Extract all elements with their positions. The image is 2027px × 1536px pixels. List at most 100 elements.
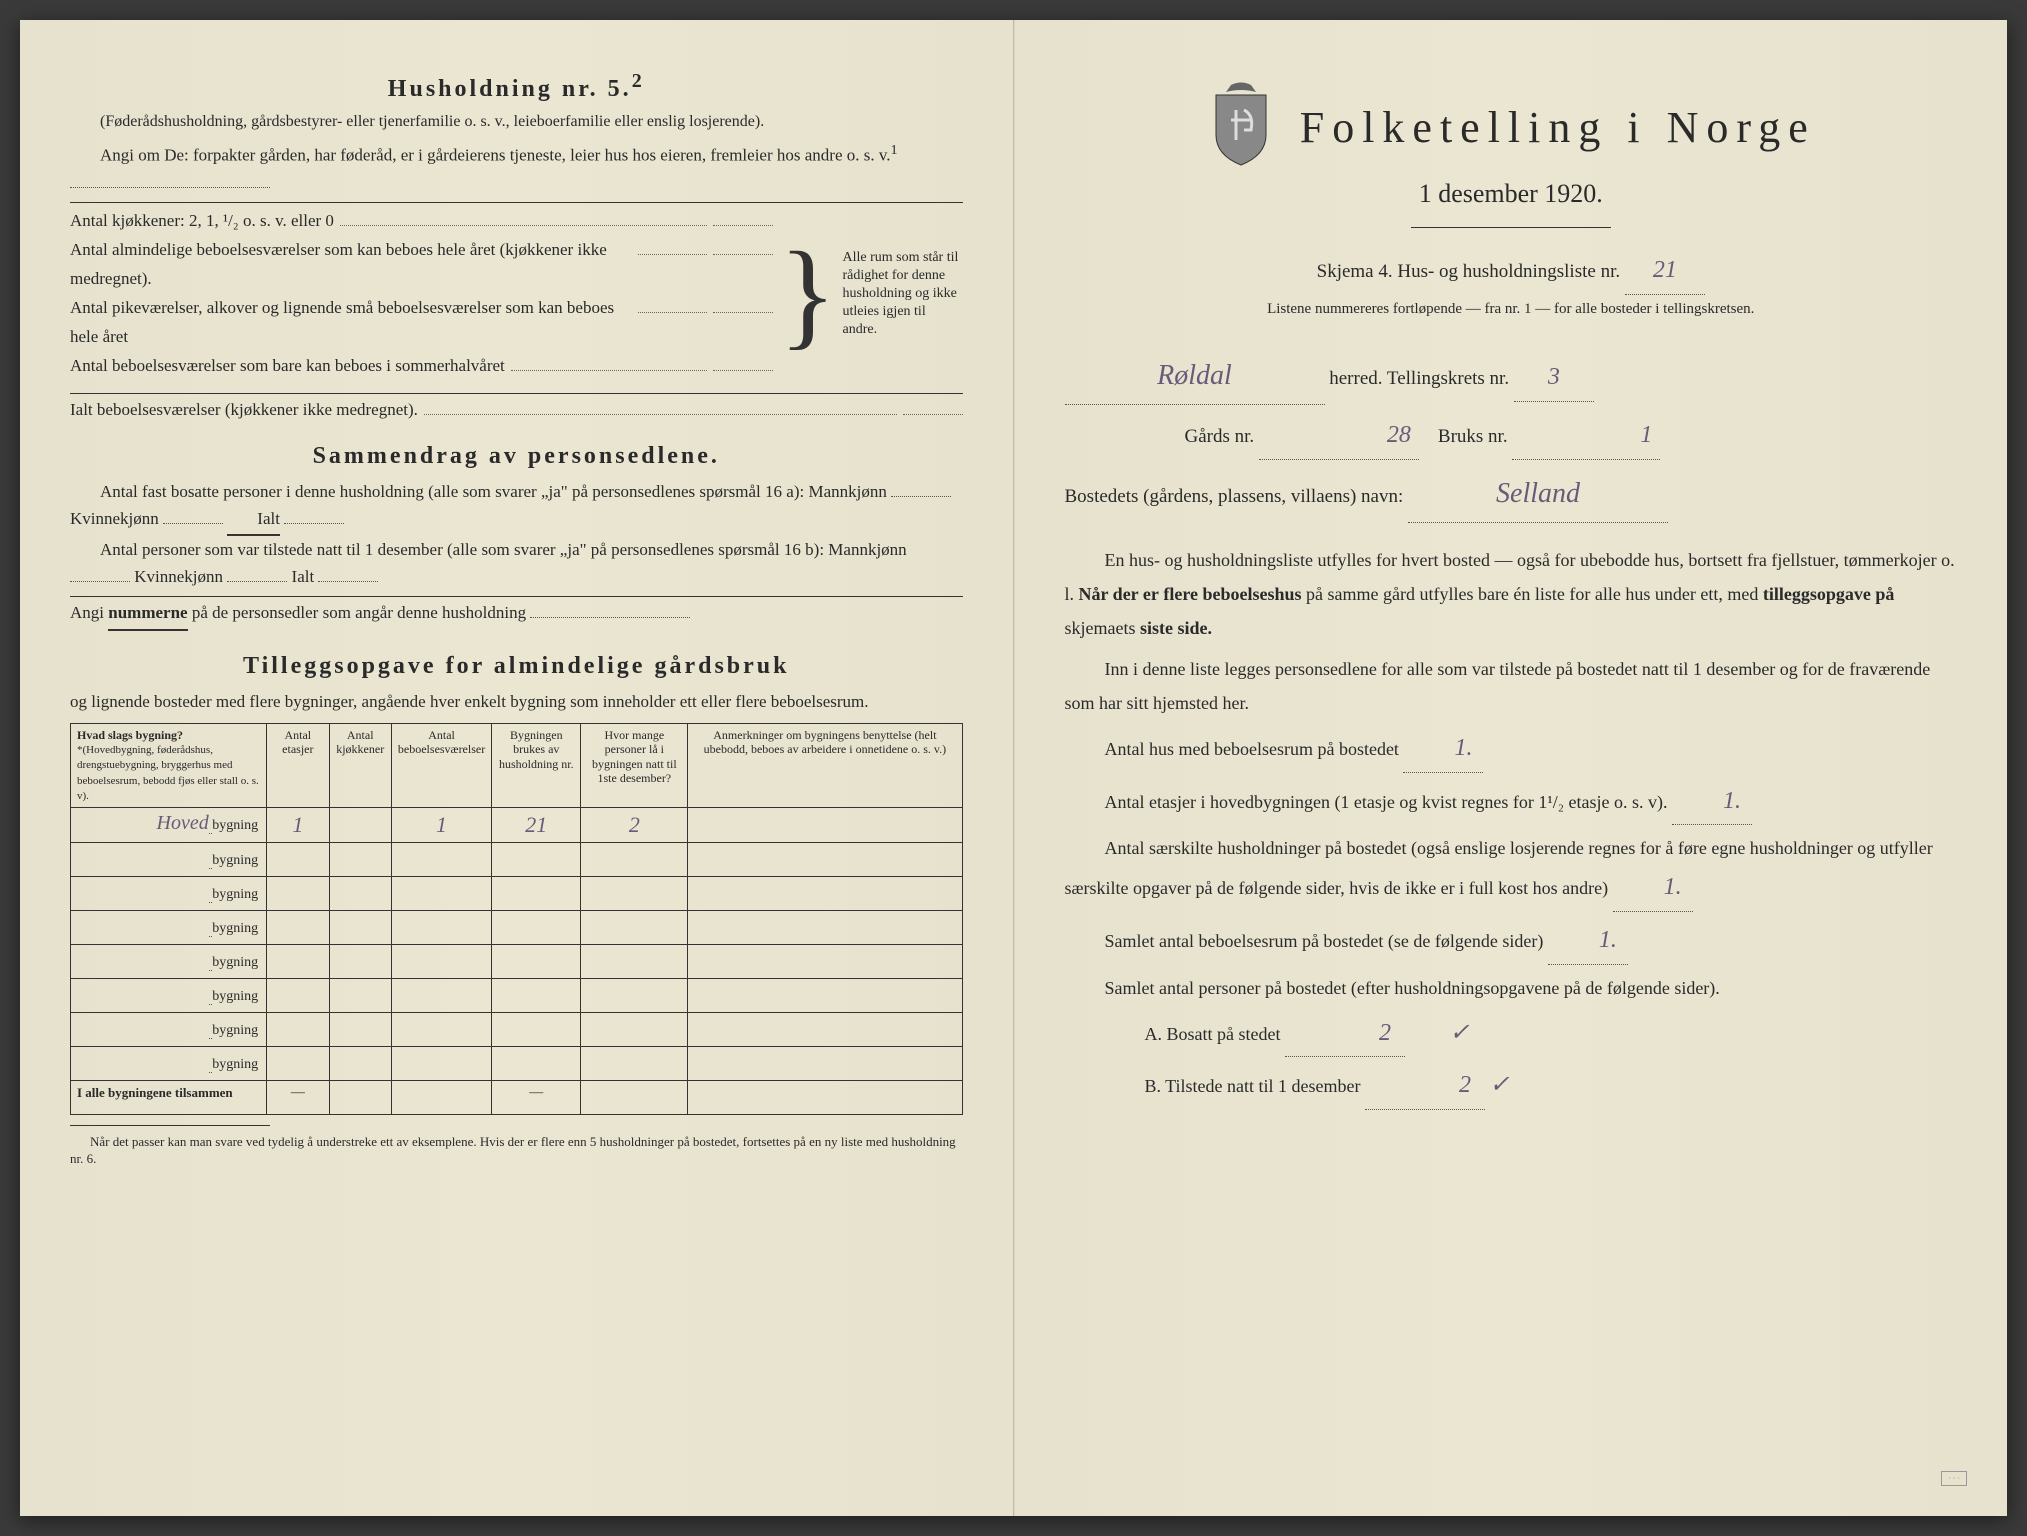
row-etasjer: [267, 910, 329, 944]
check-mark: ✓: [1490, 1072, 1510, 1098]
para-2: Inn i denne liste legges personsedlene f…: [1065, 652, 1958, 720]
row-etasjer: [267, 978, 329, 1012]
para-1: En hus- og husholdningsliste utfylles fo…: [1065, 543, 1958, 646]
table-head: Hvad slags bygning? *(Hovedbygning, føde…: [71, 723, 963, 807]
blank: [713, 254, 773, 255]
h5-subtitle: (Føderådshusholdning, gårdsbestyrer- ell…: [70, 111, 963, 133]
qA: A. Bosatt på stedet 2 ✓: [1065, 1011, 1958, 1058]
row-type: bygning: [71, 842, 267, 876]
row-hushold: [492, 1012, 581, 1046]
blank: [713, 370, 773, 371]
ialt-label-plain: Ialt: [292, 567, 315, 586]
row-anm: [688, 944, 962, 978]
p1b-post: på samme gård utfylles bare én liste for…: [1306, 584, 1758, 604]
row-personer: [581, 978, 688, 1012]
row-hushold: [492, 1046, 581, 1080]
row-hushold: [492, 944, 581, 978]
row-personer: [581, 1046, 688, 1080]
q5: Samlet antal personer på bostedet (efter…: [1065, 971, 1958, 1005]
blank: [163, 523, 223, 524]
row-kjokken: [329, 876, 391, 910]
row-kjokken: [329, 1012, 391, 1046]
skjema-label: Skjema 4. Hus- og husholdningsliste nr.: [1317, 261, 1620, 282]
th-3: Antal beboelsesværelser: [391, 723, 491, 807]
footnote: Når det passer kan man svare ved tydelig…: [70, 1134, 963, 1168]
blank: [318, 581, 378, 582]
table-row: bygning: [71, 1046, 963, 1080]
row-hushold: [492, 910, 581, 944]
row-bebo: [391, 978, 491, 1012]
tillegg-sub: og lignende bosteder med flere bygninger…: [70, 688, 963, 715]
right-page: Folketelling i Norge 1 desember 1920. Sk…: [1014, 20, 2008, 1516]
row-type: bygning: [71, 876, 267, 910]
q4-label: Samlet antal beboelsesrum på bostedet (s…: [1105, 931, 1544, 951]
p1b-bold2: tilleggsopgave på: [1763, 584, 1895, 604]
table-row: Hoved bygning11212: [71, 807, 963, 842]
h5-title-text: Husholdning nr. 5.: [388, 76, 632, 102]
bruks-nr-value: 1: [1512, 411, 1660, 460]
row-kjokken: [329, 1046, 391, 1080]
table-row: bygning: [71, 910, 963, 944]
row-etasjer: [267, 876, 329, 910]
row-type: bygning: [71, 978, 267, 1012]
date-line: 1 desember 1920.: [1065, 179, 1958, 209]
row-etasjer: 1: [267, 807, 329, 842]
blank: [227, 581, 287, 582]
q2: Antal etasjer i hovedbygningen (1 etasje…: [1065, 779, 1958, 826]
dots: [638, 254, 707, 255]
row-kjokken: [329, 807, 391, 842]
row-personer: 2: [581, 807, 688, 842]
row-bebo: 1: [391, 807, 491, 842]
q2-value: 1.: [1672, 779, 1752, 826]
h5-title: Husholdning nr. 5.2: [70, 70, 963, 103]
qA-label: A. Bosatt på stedet: [1145, 1024, 1281, 1044]
gard-nr-value: 28: [1259, 411, 1419, 460]
qB-value: 2: [1365, 1063, 1485, 1110]
total-blank: [329, 1080, 391, 1114]
row-personer: [581, 910, 688, 944]
row-type: bygning: [71, 1012, 267, 1046]
row-bebo: [391, 944, 491, 978]
bosted-line: Bostedets (gårdens, plassens, villaens) …: [1065, 466, 1958, 523]
th-1: Antal etasjer: [267, 723, 329, 807]
th-0: Hvad slags bygning? *(Hovedbygning, føde…: [71, 723, 267, 807]
brace-item-1-label: Antal pikeværelser, alkover og lignende …: [70, 294, 632, 352]
p1b-bold: flere beboelseshus: [1163, 584, 1301, 604]
angi-blank: [70, 187, 270, 188]
angi-sup: 1: [891, 142, 898, 158]
liste-nr-value: 21: [1625, 246, 1705, 295]
q3-label: Antal særskilte husholdninger på bostede…: [1065, 838, 1933, 898]
qB: B. Tilstede natt til 1 desember 2 ✓: [1065, 1063, 1958, 1110]
divider: [70, 202, 963, 203]
brace-item-1: Antal pikeværelser, alkover og lignende …: [70, 294, 773, 352]
row-kjokken: [329, 910, 391, 944]
bosted-value: Selland: [1408, 466, 1668, 523]
blank: [284, 523, 344, 524]
angi-line: Angi om De: forpakter gården, har føderå…: [70, 139, 963, 196]
bosted-label: Bostedets (gårdens, plassens, villaens) …: [1065, 486, 1404, 507]
table-foot: I alle bygningene tilsammen — —: [71, 1080, 963, 1114]
row-bebo: [391, 1012, 491, 1046]
row-bebo: [391, 1046, 491, 1080]
printer-stamp: · · ·: [1941, 1471, 1967, 1486]
listene-note: Listene nummereres fortløpende — fra nr.…: [1065, 301, 1958, 318]
row-type: bygning: [71, 910, 267, 944]
q1-value: 1.: [1403, 726, 1483, 773]
blank: [713, 312, 773, 313]
th-6: Anmerkninger om bygningens benyttelse (h…: [688, 723, 962, 807]
divider: [70, 393, 963, 394]
table-row: bygning: [71, 1012, 963, 1046]
skjema-line: Skjema 4. Hus- og husholdningsliste nr. …: [1065, 246, 1958, 295]
sammendrag-title: Sammendrag av personsedlene.: [70, 443, 963, 470]
th-4: Bygningen brukes av husholdning nr.: [492, 723, 581, 807]
row-bebo: [391, 876, 491, 910]
q1-label: Antal hus med beboelsesrum på bostedet: [1105, 739, 1399, 759]
p1b-bold3: siste side.: [1140, 618, 1212, 638]
q3: Antal særskilte husholdninger på bostede…: [1065, 831, 1958, 912]
brace-item-0-label: Antal almindelige beboelsesværelser som …: [70, 236, 632, 294]
total-blank: [688, 1080, 962, 1114]
total-blank: [391, 1080, 491, 1114]
herred-line: Røldal herred. Tellingskrets nr. 3: [1065, 348, 1958, 405]
sammendrag-p2-text: Antal personer som var tilstede natt til…: [100, 540, 907, 559]
qB-label: B. Tilstede natt til 1 desember: [1145, 1076, 1361, 1096]
